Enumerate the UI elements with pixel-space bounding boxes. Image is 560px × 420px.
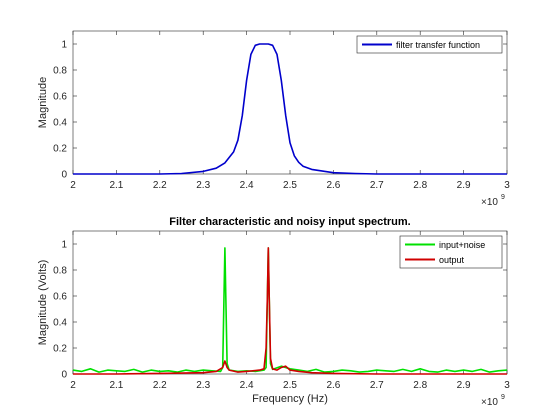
transfer-function-x-tick-label: 2.4 [240,180,254,191]
spectrum-y-tick-label: 0.2 [53,344,67,355]
transfer-function-y-tick-label: 1 [61,40,67,51]
transfer-function-series [73,43,507,175]
spectrum-x-exponent-power: 9 [501,394,505,401]
transfer-function-legend: filter transfer function [356,35,503,54]
transfer-function-x-tick-label: 2.7 [370,180,384,191]
transfer-function-y-tick-label: 0.6 [53,92,67,103]
transfer-function-y-tick-label: 0.2 [53,144,67,155]
spectrum-x-tick-label: 2.9 [457,380,471,391]
spectrum-x-tick-label: 2.4 [240,380,254,391]
spectrum-title: Filter characteristic and noisy input sp… [169,216,410,228]
series-line-filter-transfer-function [73,43,507,175]
transfer-function-x-exponent-base: ×10 [481,197,498,208]
spectrum-x-tick-label: 2.6 [326,380,340,391]
transfer-function-x-tick-label: 2.9 [457,180,471,191]
transfer-function-axes: 2 2.1 2.2 2.3 2.4 2.5 2.6 2.7 2.8 2.9 3 0 0.2 0.4 0.6… [37,30,510,208]
series-line-output [73,247,507,375]
transfer-function-x-tick-label: 2.1 [109,180,123,191]
transfer-function-x-ticks: 2 2.1 2.2 2.3 2.4 2.5 2.6 2.7 2.8 2.9 3 [70,31,510,191]
transfer-function-y-label: Magnitude [37,77,49,128]
transfer-function-y-tick-label: 0.8 [53,66,67,77]
transfer-function-y-tick-label: 0 [61,170,67,181]
transfer-function-y-ticks: 0 0.2 0.4 0.6 0.8 1 [53,40,507,181]
spectrum-y-label: Magnitude (Volts) [37,260,49,346]
transfer-function-x-tick-label: 2.6 [326,180,340,191]
spectrum-x-tick-label: 2.2 [153,380,167,391]
spectrum-axes: 2 2.1 2.2 2.3 2.4 2.5 2.6 2.7 2.8 2.9 3 0 0.2 0.4 0.6… [37,216,510,408]
transfer-function-x-exponent: ×10 9 [481,194,505,208]
legend-label-output: output [439,255,465,265]
spectrum-x-tick-label: 2.5 [283,380,297,391]
spectrum-legend-box [399,235,503,269]
spectrum-x-exponent-base: ×10 [481,397,498,408]
transfer-function-plot-area [72,30,508,175]
transfer-function-y-tick-label: 0.4 [53,118,67,129]
transfer-function-x-tick-label: 2.2 [153,180,167,191]
spectrum-y-ticks: 0 0.2 0.4 0.6 0.8 1 [53,240,507,381]
spectrum-x-tick-label: 2 [70,380,76,391]
transfer-function-legend-box [356,35,503,54]
spectrum-legend: input+noise output [399,235,503,269]
spectrum-y-tick-label: 0.6 [53,292,67,303]
transfer-function-x-tick-label: 2.5 [283,180,297,191]
spectrum-x-tick-label: 2.7 [370,380,384,391]
spectrum-x-tick-label: 2.8 [413,380,427,391]
spectrum-x-ticks: 2 2.1 2.2 2.3 2.4 2.5 2.6 2.7 2.8 2.9 3 [70,231,510,391]
spectrum-x-tick-label: 2.1 [109,380,123,391]
spectrum-series [72,247,508,375]
spectrum-y-tick-label: 0 [61,370,67,381]
transfer-function-x-tick-label: 2 [70,180,76,191]
transfer-function-x-tick-label: 2.3 [196,180,210,191]
transfer-function-x-exponent-power: 9 [501,194,505,201]
spectrum-x-tick-label: 2.3 [196,380,210,391]
spectrum-y-tick-label: 0.8 [53,266,67,277]
transfer-function-x-tick-label: 2.8 [413,180,427,191]
spectrum-x-exponent: ×10 9 [481,394,505,408]
spectrum-x-label: Frequency (Hz) [252,393,328,405]
spectrum-y-tick-label: 0.4 [53,318,67,329]
legend-label-filter-transfer-function: filter transfer function [396,40,480,50]
legend-label-input-noise: input+noise [439,240,485,250]
spectrum-y-tick-label: 1 [61,240,67,251]
transfer-function-x-tick-label: 3 [504,180,510,191]
spectrum-x-tick-label: 3 [504,380,510,391]
